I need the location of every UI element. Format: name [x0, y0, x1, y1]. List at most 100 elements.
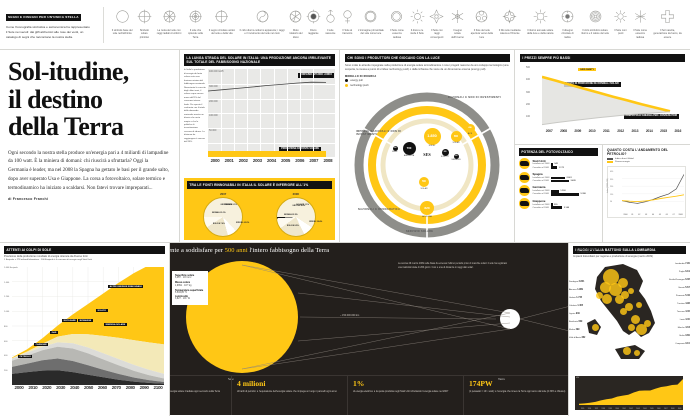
world-tag: GAS — [50, 330, 58, 335]
radial-node-acciona[interactable]: 820 — [420, 201, 434, 215]
snowflake-icon — [449, 5, 467, 27]
radial-node-label: SOLEL — [428, 145, 436, 147]
symbol-caption: Il disegno circolare di radice — [561, 28, 574, 40]
region-name: Umbria — [569, 297, 576, 299]
sun-burst-icon — [558, 5, 577, 27]
x-tick-label: 2015 — [660, 128, 667, 133]
symbol-item-4: Il segno circolare antico del sole e del… — [206, 5, 237, 36]
x-tick-label: 1996 — [587, 408, 592, 410]
x-tick-label: 2040 — [70, 384, 80, 390]
x-tick-label: 02 — [638, 213, 641, 216]
oil-x-axis: 2000 01 02 03 04 05 06 07 2008 — [622, 214, 684, 216]
radial-node-siemens[interactable]: 120 — [453, 153, 459, 159]
lower-right-row: POTENZA DEL FOTOVOLTAICO Stati Uniti Inst… — [515, 145, 690, 242]
radial-node-enel[interactable]: 150 — [392, 145, 398, 151]
region-name: Calabria — [569, 305, 577, 307]
region-value: 5.468 — [685, 295, 690, 297]
mini-x-axis: 1995 1996 1997 1998 1999 2000 2001 2002 2003 2004… — [579, 409, 683, 410]
x-tick-label: 2005 — [650, 408, 654, 410]
radial-node-label: ENEL — [392, 151, 398, 153]
country-row-stati-uniti: Stati Uniti Installata nel 2008 342 Cumulat… — [519, 158, 598, 170]
distance-label: ~ 150.000.000 km — [340, 314, 360, 317]
legend-label: Prezzo energia — [615, 160, 630, 163]
sun-small-icon — [613, 5, 628, 27]
region-value: 1.745 — [576, 297, 583, 299]
production-sidenote-col: In Italia la produzione di energia da fo… — [184, 69, 208, 175]
countries-panel: POTENZA DEL FOTOVOLTAICO Stati Uniti Inst… — [515, 145, 603, 242]
x-tick-label: 2008 — [560, 128, 567, 133]
italy-map: Primato LOMBARDIA 43 impianti Lombardia 7.… — [569, 249, 690, 371]
region-value: 5.673 — [685, 287, 690, 289]
symbol-bar-tag: SEGNI E DISEGNI PER UN'UNICA STELLA — [6, 14, 81, 21]
symbol-item-19: Il ciclo simbolico solare ritorno e il c… — [578, 5, 612, 36]
bar-value: 342 — [554, 163, 558, 166]
y-tick-label: 300.000 — [209, 85, 218, 89]
radial-node-abengoa[interactable]: 700 — [402, 141, 416, 155]
sun-stat-key: Superficie solare — [175, 274, 195, 277]
legend-label: energy pull — [350, 79, 363, 83]
x-tick-label: 2016 — [674, 128, 682, 133]
circle-icon — [110, 5, 134, 27]
italy-region-label: Marche 4.345 — [678, 327, 690, 329]
production-plot: CONSUMO INTERNO LORDO PRODUZIONE DA FONT… — [208, 69, 335, 158]
symbol-list: Il simbolo base del sole nell'alchimia Si… — [109, 5, 684, 49]
pies-panel: TRA LE FONTI RINNOVABILI IN ITALIA IL SO… — [184, 178, 335, 240]
country-bar-line: Cumulata al 2008 5.308 — [533, 193, 599, 196]
price-callout-top: COSTO DI PRODUZIONE DEI PANNELLI SOLARI — [564, 81, 621, 87]
country-name: Germania — [532, 185, 546, 190]
italy-region-label: Toscana 4.405 — [677, 311, 690, 313]
x-tick-label: 2002 — [238, 158, 248, 164]
symbol-item-22: Il Sol nascita, generazione da fuoco, da… — [651, 5, 684, 40]
x-tick-label: 2000 — [210, 158, 220, 164]
symbol-item-0: Il simbolo base del sole nell'alchimia — [109, 5, 135, 36]
bar-value: 2.149 — [563, 206, 570, 209]
region-bubble — [618, 278, 628, 288]
x-tick-label: 1999 — [608, 408, 612, 410]
x-tick-label: 2009 — [677, 408, 682, 410]
sun-rays-icon — [409, 5, 425, 27]
radial-node-solel[interactable]: 1.850 — [423, 127, 441, 145]
x-tick-label: 2008 — [323, 158, 333, 164]
radial-node-solar[interactable]: 560 — [419, 177, 429, 187]
region-value: 949 — [575, 313, 580, 315]
band-note: La scorsa 29 marzo 2009 sulla Nasa ha em… — [398, 263, 508, 269]
world-x-axis: 2000 2010 2020 2030 2040 2050 2060 2070 2080 2090… — [4, 385, 165, 390]
x-tick-label: 2090 — [139, 384, 149, 390]
radial-node-acs[interactable]: 430 — [465, 123, 475, 133]
symbol-item-11: Il Sole come essenza radiosa — [386, 5, 408, 40]
country-row-spagna: Spagna Installata nel 2008 2.661 Cumulata a… — [519, 171, 598, 183]
radial-node-label: SIEMENS — [451, 159, 461, 161]
band-stat: 4 milioni di barili di petrolio: è l'equi… — [232, 376, 348, 415]
italy-lead-label: Primato LOMBARDIA — [577, 249, 599, 251]
y-tick-label: 1.600 Exajoule — [4, 266, 18, 269]
italy-region-label: Valle d'Aosta 382 — [569, 337, 585, 339]
country-name: Stati Uniti — [532, 158, 546, 163]
radial-node-label: ACS — [467, 133, 473, 135]
price-callout-bottom: PREZZO DELL'ENERGIA PER I CONSUMATORI — [623, 113, 679, 119]
symbol-bar-body: Come l'iconografia simbolica e astronomi… — [6, 25, 90, 39]
mars-symbol-icon — [323, 5, 338, 27]
radial-node-solar[interactable]: 660 — [450, 130, 462, 142]
country-map-icon — [519, 171, 530, 183]
italy-region-label: Sardegna 2.861 — [569, 281, 584, 283]
bar-label: Cumulata al 2008 — [532, 193, 549, 196]
legend-swatch — [345, 83, 349, 88]
band-stat-desc: di energia elettrica: è la quota prodott… — [353, 389, 449, 393]
x-tick-label: 2004 — [643, 408, 647, 410]
radial-node-schott[interactable]: 320 — [441, 148, 449, 156]
bar — [551, 179, 569, 183]
pie-slice-label: IDROEL 63.2% — [236, 222, 250, 225]
x-tick-label: 2020 — [42, 384, 52, 390]
wheel-spokes-icon — [155, 5, 184, 27]
venus-symbol-icon — [340, 5, 355, 27]
region-bubble — [623, 347, 631, 355]
target-icon — [579, 5, 611, 27]
flower-circle-icon — [469, 5, 496, 27]
region-name: Lombardia — [674, 263, 685, 265]
radial-arc-label: SERVIZIO SOLARE — [406, 230, 434, 233]
price-series — [542, 75, 671, 125]
x-tick-label: 2050 — [83, 384, 93, 390]
bar — [551, 206, 563, 210]
y-tick-label: 800 — [4, 325, 8, 328]
earth-circle — [500, 309, 520, 329]
